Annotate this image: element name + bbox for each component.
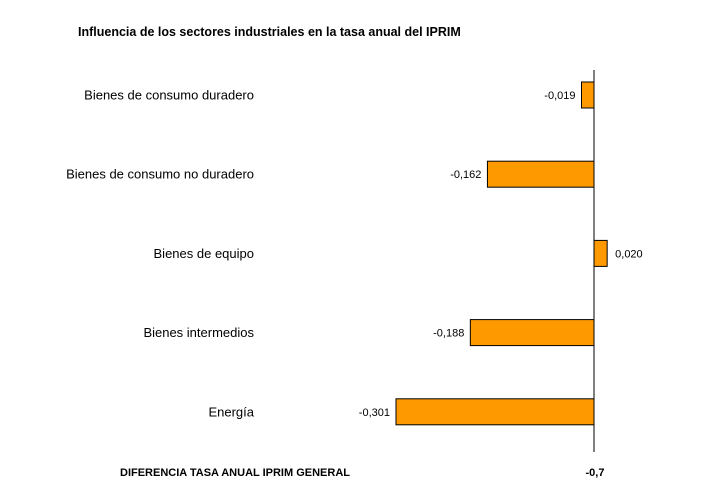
category-label: Bienes de consumo duradero xyxy=(84,88,254,103)
category-label: Bienes de equipo xyxy=(154,246,254,261)
chart-title: Influencia de los sectores industriales … xyxy=(78,25,461,39)
category-label: Bienes de consumo no duradero xyxy=(66,167,254,182)
category-label: Bienes intermedios xyxy=(143,325,254,340)
category-labels: Bienes de consumo duradero Bienes de cons… xyxy=(66,88,255,420)
bar-1 xyxy=(486,160,595,188)
value-label: 0,020 xyxy=(615,248,643,260)
category-label: Energía xyxy=(208,404,254,419)
value-label: -0,019 xyxy=(544,90,575,102)
footer-value: -0,7 xyxy=(586,467,605,479)
value-label: -0,188 xyxy=(433,328,464,340)
bar-4 xyxy=(395,398,595,426)
value-label: -0,301 xyxy=(359,407,390,419)
bar-0 xyxy=(581,81,595,109)
footer-label: DIFERENCIA TASA ANUAL IPRIM GENERAL xyxy=(120,467,350,479)
value-labels: -0,019 -0,162 0,020 -0,188 -0,301 xyxy=(359,90,643,419)
bars-group xyxy=(395,81,608,426)
value-label: -0,162 xyxy=(450,169,481,181)
bar-2 xyxy=(593,239,608,267)
bar-3 xyxy=(469,319,595,347)
